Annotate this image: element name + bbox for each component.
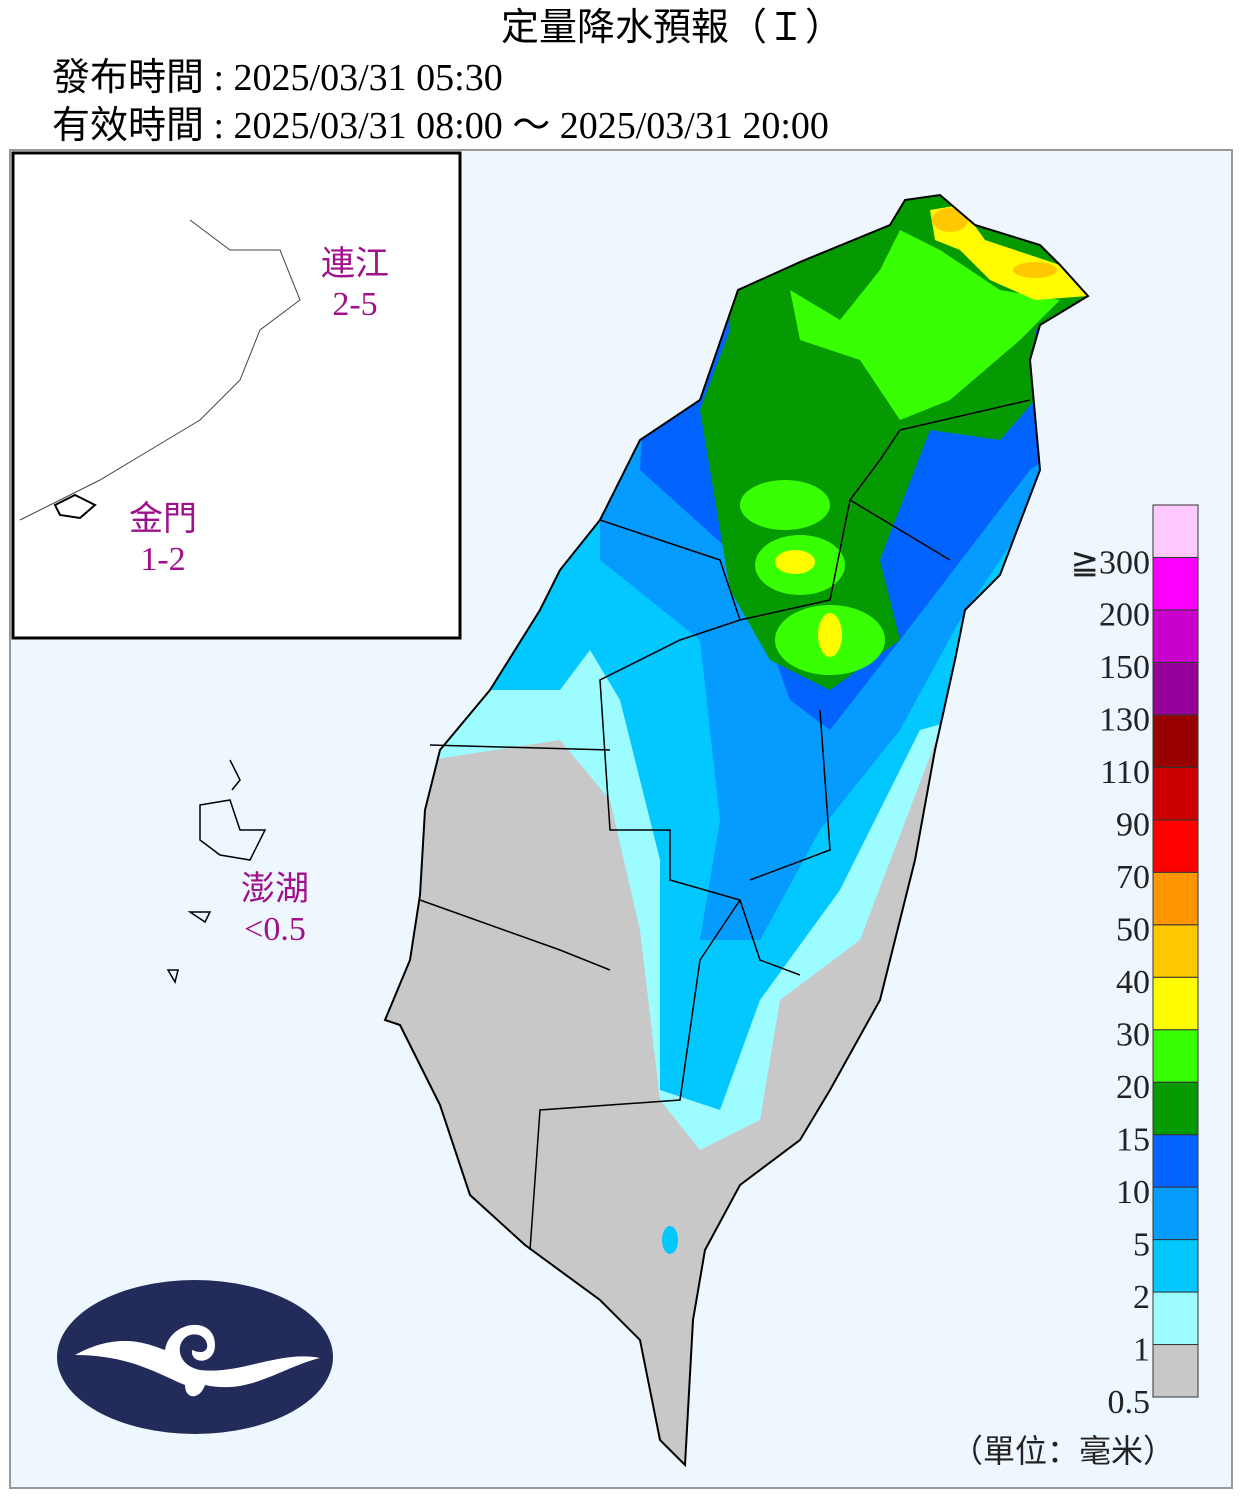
legend-swatch [1152, 504, 1199, 558]
legend-swatch [1152, 1134, 1199, 1188]
legend-label: ≧300 [1071, 544, 1151, 581]
region-value: <0.5 [244, 911, 306, 948]
logo-swirl [75, 1324, 320, 1397]
legend-label: 1 [1133, 1331, 1150, 1368]
legend: 0.5 1 2 5 10 15 20 30 40 50 70 90 110 130 150 200 ≧300 [1071, 504, 1199, 1421]
kinmen-outline [53, 493, 97, 520]
legend-swatch [1152, 609, 1199, 663]
region-name: 金門 [129, 500, 197, 538]
legend-swatch [1152, 556, 1199, 611]
legend-label: 2 [1133, 1279, 1150, 1316]
legend-label: 200 [1099, 597, 1150, 634]
legend-swatch [1152, 1081, 1199, 1136]
legend-swatch [1152, 1186, 1199, 1241]
legend-swatch [1152, 661, 1199, 716]
legend-label: 30 [1116, 1017, 1150, 1054]
legend-swatch [1152, 766, 1199, 821]
legend-label: 0.5 [1108, 1384, 1151, 1421]
legend-swatch [1152, 924, 1199, 978]
title: 定量降水預報（Ｉ） [501, 7, 843, 49]
taiwan-outline [383, 193, 1090, 1468]
rain-level [1013, 262, 1057, 278]
rain-level [790, 230, 1060, 420]
legend-label: 90 [1116, 807, 1150, 844]
issued-time: 發布時間 : 2025/03/31 05:30 [52, 57, 503, 99]
valid-time: 有效時間 : 2025/03/31 08:00 ～ 2025/03/31 20:… [52, 105, 829, 147]
rain-level [662, 1226, 678, 1254]
legend-label: 15 [1116, 1121, 1150, 1158]
unit-label: （單位：毫米） [951, 1433, 1175, 1469]
outlying-islands-inset [11, 151, 462, 640]
legend-swatch [1152, 871, 1199, 926]
legend-swatch [1152, 1291, 1199, 1346]
rain-level [818, 613, 842, 657]
legend-swatch [1152, 1344, 1199, 1398]
legend-label: 5 [1133, 1226, 1150, 1263]
region-name: 澎湖 [241, 870, 309, 908]
legend-label: 40 [1116, 964, 1150, 1001]
region-labels: 連江2-5 金門1-2 澎湖<0.5 [129, 245, 389, 948]
legend-swatch [1152, 1239, 1199, 1293]
legend-label: 130 [1099, 702, 1150, 739]
legend-label: 110 [1100, 754, 1150, 791]
legend-swatch [1152, 1029, 1199, 1083]
region-name: 連江 [321, 245, 389, 283]
inset-coastline [19, 219, 301, 521]
rain-level [932, 208, 968, 232]
rain-level [775, 550, 815, 574]
legend-label: 50 [1116, 912, 1150, 949]
rain-level [740, 480, 830, 530]
legend-swatch [1152, 976, 1199, 1031]
legend-swatch [1152, 819, 1199, 873]
legend-label: 70 [1116, 859, 1150, 896]
county-borders [419, 399, 1031, 1251]
legend-label: 20 [1116, 1069, 1150, 1106]
region-value: 1-2 [140, 541, 185, 578]
legend-swatch [1152, 714, 1199, 768]
penghu-islands [166, 759, 267, 984]
legend-label: 10 [1116, 1174, 1150, 1211]
legend-label: 150 [1099, 649, 1150, 686]
region-value: 2-5 [332, 286, 377, 323]
